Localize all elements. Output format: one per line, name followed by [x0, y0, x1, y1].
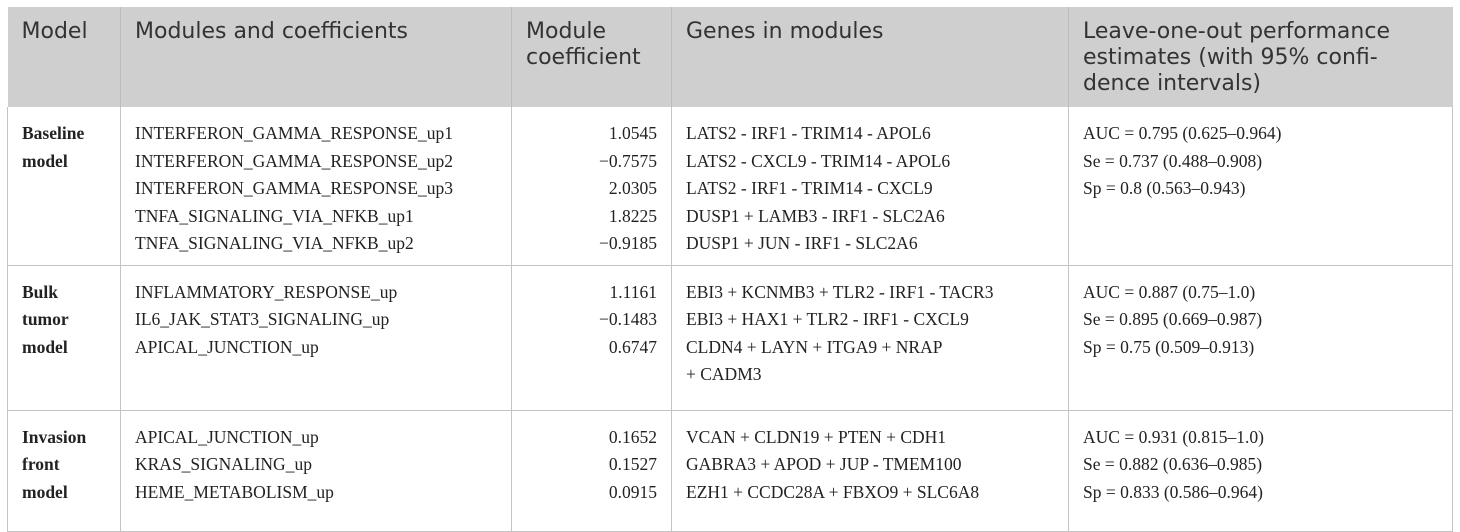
gene-list: VCAN + CLDN19 + PTEN + CDH1 [686, 426, 947, 447]
model-name-line: model [22, 336, 68, 357]
header-coefficient: Module coefficient [511, 7, 672, 107]
gene-list: LATS2 - IRF1 - TRIM14 - CXCL9 [686, 178, 933, 198]
table-header: Model Modules and coefficients Module co… [7, 7, 1453, 107]
module-name: INTERFERON_GAMMA_RESPONSE_up2 [135, 150, 453, 171]
module-name: TNFA_SIGNALING_VIA_NFKB_up1 [135, 205, 414, 226]
header-model: Model [7, 7, 121, 107]
coefficient-value: 0.6747 [608, 336, 657, 357]
performance-cell: AUC = 0.887 (0.75–1.0) Se = 0.895 (0.669… [1068, 264, 1453, 410]
modules-cell: INFLAMMATORY_RESPONSE_up IL6_JAK_STAT3_S… [120, 264, 512, 410]
gene-list: EBI3 + HAX1 + TLR2 - IRF1 - CXCL9 [686, 309, 969, 329]
performance-metric: AUC = 0.931 (0.815–1.0) [1083, 426, 1264, 447]
header-performance: Leave-one-out performance estimates (wit… [1068, 7, 1453, 107]
performance-metric: Sp = 0.833 (0.586–0.964) [1083, 481, 1264, 502]
table-row: Bulk tumor model INFLAMMATORY_RESPONSE_u… [7, 264, 1453, 410]
model-name-line: model [22, 150, 68, 171]
gene-list: CLDN4 + LAYN + ITGA9 + NRAP [686, 336, 943, 357]
header-modules: Modules and coefficients [120, 7, 512, 107]
module-name: APICAL_JUNCTION_up [135, 336, 319, 357]
model-name-line: front [22, 454, 60, 474]
coefficient-cell: 1.0545 −0.7575 2.0305 1.8225 −0.9185 [511, 107, 672, 265]
module-name: HEME_METABOLISM_up [135, 481, 334, 502]
module-name: APICAL_JUNCTION_up [135, 426, 319, 447]
performance-cell: AUC = 0.931 (0.815–1.0) Se = 0.882 (0.63… [1068, 409, 1453, 532]
coefficient-cell: 1.1161 −0.1483 0.6747 [511, 264, 672, 410]
module-name: INFLAMMATORY_RESPONSE_up [135, 281, 398, 302]
model-name-line: Bulk [22, 281, 58, 302]
coefficient-value: 1.0545 [608, 123, 657, 143]
performance-metric: Se = 0.737 (0.488–0.908) [1083, 150, 1263, 171]
gene-list: LATS2 - CXCL9 - TRIM14 - APOL6 [686, 150, 951, 171]
coefficient-value: −0.7575 [599, 150, 657, 171]
coefficient-value: 0.1527 [608, 454, 657, 474]
table-body: Baseline model INTERFERON_GAMMA_RESPONSE… [7, 107, 1453, 532]
table-row: Baseline model INTERFERON_GAMMA_RESPONSE… [7, 107, 1453, 265]
gene-list: GABRA3 + APOD + JUP - TMEM100 [686, 454, 962, 474]
modules-cell: APICAL_JUNCTION_up KRAS_SIGNALING_up HEM… [120, 409, 512, 532]
coefficient-value: −0.1483 [599, 309, 657, 329]
coefficient-value: 0.1652 [608, 426, 657, 447]
gene-list: EBI3 + KCNMB3 + TLR2 - IRF1 - TACR3 [686, 281, 994, 302]
model-name-line: Baseline [22, 123, 85, 143]
results-table: Model Modules and coefficients Module co… [7, 7, 1453, 532]
header-line: dence intervals) [1083, 71, 1261, 96]
model-cell: Bulk tumor model [7, 264, 121, 410]
coefficient-value: −0.9185 [599, 233, 657, 253]
module-name: INTERFERON_GAMMA_RESPONSE_up3 [135, 178, 453, 198]
performance-metric: Sp = 0.8 (0.563–0.943) [1083, 178, 1246, 198]
header-line: estimates (with 95% confi- [1083, 45, 1378, 70]
genes-cell: VCAN + CLDN19 + PTEN + CDH1 GABRA3 + APO… [671, 409, 1069, 532]
table-row: Invasion front model APICAL_JUNCTION_up … [7, 409, 1453, 532]
performance-metric: Se = 0.882 (0.636–0.985) [1083, 454, 1263, 474]
model-cell: Invasion front model [7, 409, 121, 532]
module-name: INTERFERON_GAMMA_RESPONSE_up1 [135, 123, 453, 143]
genes-cell: EBI3 + KCNMB3 + TLR2 - IRF1 - TACR3 EBI3… [671, 264, 1069, 410]
module-name: TNFA_SIGNALING_VIA_NFKB_up2 [135, 233, 414, 253]
module-name: IL6_JAK_STAT3_SIGNALING_up [135, 309, 390, 329]
performance-metric: AUC = 0.795 (0.625–0.964) [1083, 123, 1282, 143]
coefficient-value: 1.8225 [608, 205, 657, 226]
gene-list: EZH1 + CCDC28A + FBXO9 + SLC6A8 [686, 481, 980, 502]
coefficient-value: 2.0305 [608, 178, 657, 198]
coefficient-cell: 0.1652 0.1527 0.0915 [511, 409, 672, 532]
performance-cell: AUC = 0.795 (0.625–0.964) Se = 0.737 (0.… [1068, 107, 1453, 265]
gene-list: + CADM3 [686, 364, 762, 384]
header-line: Module [526, 19, 606, 44]
header-genes: Genes in modules [671, 7, 1069, 107]
model-cell: Baseline model [7, 107, 121, 265]
gene-list: DUSP1 + LAMB3 - IRF1 - SLC2A6 [686, 205, 945, 226]
model-name-line: Invasion [22, 426, 87, 447]
coefficient-value: 0.0915 [608, 481, 657, 502]
header-line: Leave-one-out performance [1083, 19, 1390, 44]
coefficient-value: 1.1161 [609, 281, 657, 302]
performance-metric: Se = 0.895 (0.669–0.987) [1083, 309, 1263, 329]
model-name-line: model [22, 481, 68, 502]
modules-cell: INTERFERON_GAMMA_RESPONSE_up1 INTERFERON… [120, 107, 512, 265]
model-name-line: tumor [22, 309, 69, 329]
genes-cell: LATS2 - IRF1 - TRIM14 - APOL6 LATS2 - CX… [671, 107, 1069, 265]
gene-list: LATS2 - IRF1 - TRIM14 - APOL6 [686, 123, 931, 143]
performance-metric: AUC = 0.887 (0.75–1.0) [1083, 281, 1256, 302]
header-row: Model Modules and coefficients Module co… [7, 7, 1453, 107]
header-line: coefficient [526, 45, 641, 70]
module-name: KRAS_SIGNALING_up [135, 454, 312, 474]
performance-metric: Sp = 0.75 (0.509–0.913) [1083, 336, 1255, 357]
gene-list: DUSP1 + JUN - IRF1 - SLC2A6 [686, 233, 918, 253]
